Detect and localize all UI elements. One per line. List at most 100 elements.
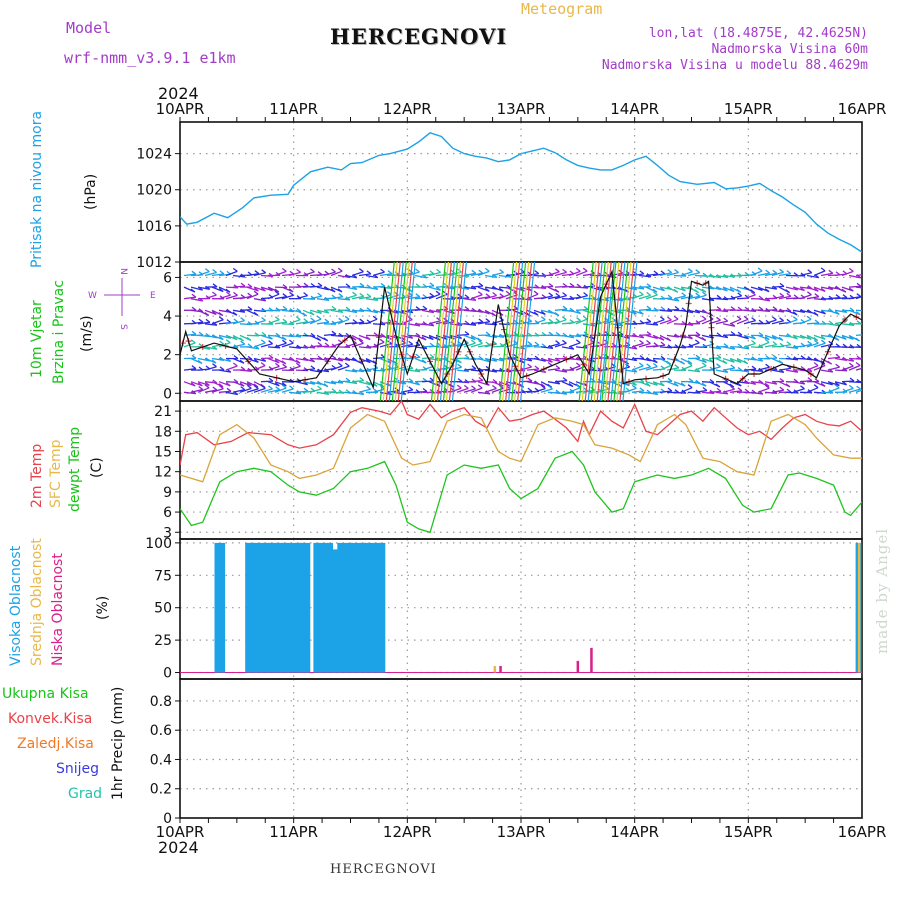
wind-arrow-head (534, 270, 540, 275)
cloud-bar-high (337, 542, 344, 673)
wind-arrow-head (303, 387, 309, 392)
wind-arrow (400, 367, 413, 371)
wind-arrow (407, 356, 421, 360)
wind-arrow (204, 271, 217, 277)
wind-arrow (477, 344, 490, 348)
wind-arrow-head (282, 284, 288, 289)
temp-line-dewpt (180, 450, 862, 534)
wind-arrow-head (408, 378, 414, 383)
wind-arrow (603, 295, 616, 300)
wind-arrow-head (639, 355, 645, 360)
wind-arrow (372, 309, 385, 314)
wind-arrow (204, 366, 217, 371)
wind-arrow-head (639, 387, 645, 392)
wind-arrow-head (218, 311, 224, 317)
wind-arrow-head (191, 306, 197, 311)
wind-arrow-head (548, 358, 553, 363)
wind-arrow (302, 368, 315, 371)
wind-arrow-head (638, 291, 644, 296)
wind-arrow (358, 388, 371, 393)
wind-arrow (631, 365, 644, 371)
wind-arrow-head (218, 316, 224, 321)
wind-arrow-head (813, 287, 819, 292)
wind-arrow-head (758, 319, 764, 324)
wind-arrow (288, 365, 301, 371)
wind-arrow (778, 343, 791, 348)
wind-arrow (764, 381, 777, 385)
wind-arrow (568, 334, 581, 338)
wind-arrow (351, 369, 364, 373)
wind-arrow-head (190, 339, 196, 344)
wind-arrow-head (701, 288, 707, 293)
wind-arrow-head (786, 388, 792, 393)
wind-arrow-head (695, 354, 701, 359)
wind-arrow-head (471, 385, 476, 390)
wind-arrow-head (212, 291, 217, 296)
wind-arrow (190, 321, 203, 325)
wind-arrow-head (820, 267, 826, 272)
wind-arrow (680, 387, 693, 393)
wind-arrow (855, 274, 862, 277)
wind-gust-arrow (590, 262, 606, 401)
cloud-bar-high (219, 542, 226, 673)
wind-gust-arrow (391, 262, 407, 401)
wind-arrow-head (722, 359, 728, 365)
wind-arrow (232, 309, 245, 313)
wind-arrow (498, 323, 512, 326)
wind-arrow (316, 321, 329, 325)
wind-arrow-head (555, 340, 560, 345)
wind-arrow-head (848, 267, 854, 272)
wind-arrow-head (225, 382, 231, 387)
wind-gust-arrow (613, 262, 629, 401)
wind-arrow-head (477, 384, 483, 389)
wind-arrow (428, 286, 441, 291)
wind-arrow (638, 308, 651, 311)
wind-arrow-head (492, 291, 497, 297)
precip-ytick-label: 0.8 (150, 694, 172, 710)
wind-arrow (295, 294, 308, 300)
wind-arrow (827, 366, 840, 371)
wind-arrow (302, 320, 315, 325)
wind-arrow-head (289, 291, 294, 296)
wind-arrow (218, 357, 231, 363)
wind-arrow-head (751, 317, 756, 322)
cloud-bar-high (290, 542, 297, 673)
wind-arrow (330, 270, 343, 277)
wind-arrow-head (568, 382, 574, 388)
wind-arrow-head (562, 292, 567, 297)
wind-arrow (309, 381, 322, 386)
wind-arrow-head (820, 382, 826, 387)
wind-arrow (428, 320, 441, 325)
wind-arrow-head (764, 384, 770, 389)
wind-arrow-head (856, 282, 862, 287)
wind-arrow (652, 357, 666, 360)
date-label-top: 16APR (838, 100, 887, 118)
wind-arrow (771, 389, 784, 393)
wind-arrow-head (247, 306, 253, 311)
wind-gust-arrow (388, 262, 404, 401)
wind-arrow (547, 381, 560, 385)
wind-arrow-head (737, 366, 743, 372)
wind-arrow (806, 274, 819, 279)
wind-arrow-head (331, 305, 337, 310)
date-label-top: 15APR (724, 100, 773, 118)
wind-arrow-head (646, 318, 652, 323)
wind-arrow-head (282, 318, 288, 323)
wind-arrow-head (296, 308, 302, 313)
wind-arrow-head (785, 383, 791, 388)
cloud-bar-high (254, 542, 261, 673)
wind-arrow-head (554, 311, 560, 317)
wind-arrow-head (282, 293, 288, 298)
cloud-ytick-label: 50 (154, 601, 172, 617)
wind-arrow (211, 273, 224, 277)
wind-arrow-head (716, 332, 722, 337)
wind-arrow (785, 346, 798, 349)
precip-ytick-label: 0 (163, 811, 172, 827)
compass-north: N (118, 268, 128, 275)
wind-arrow (477, 321, 490, 325)
wind-arrow (778, 295, 791, 300)
cloud-bar-high (281, 542, 288, 673)
wind-arrow-head (415, 283, 421, 288)
wind-arrow-head (660, 341, 666, 346)
wind-arrow (421, 323, 434, 327)
